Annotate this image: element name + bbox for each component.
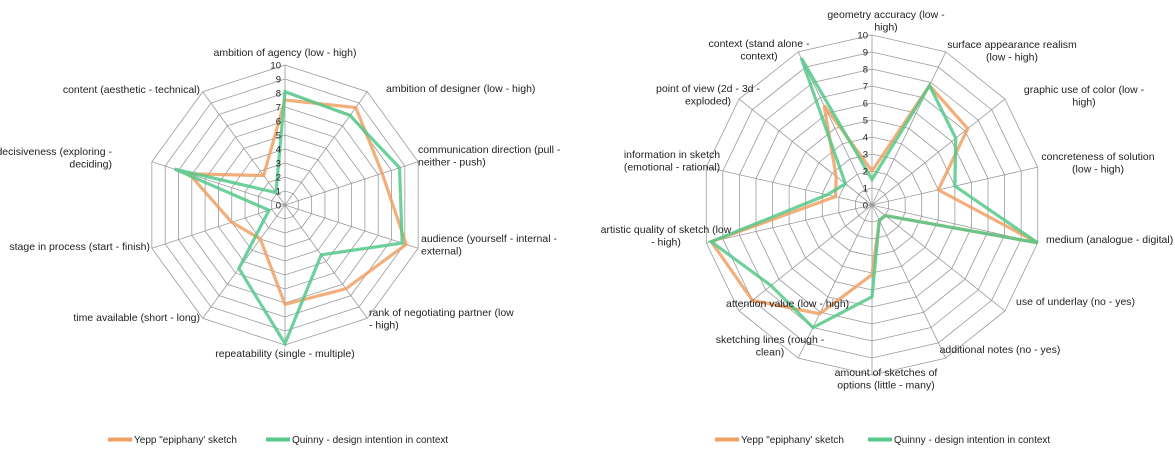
axis-spoke [706,204,873,244]
series-line-yepp [185,98,409,307]
tick-label: 3 [863,150,868,161]
axis-label: stage in process (start - finish) [9,241,150,253]
tick-label: 2 [276,173,281,184]
legend-entry: Yepp "epiphany' sketch [134,435,237,446]
axis-spoke [202,91,286,206]
axis-label: point of view (2d - 3d -exploded) [656,83,760,108]
axis-spoke [284,204,368,319]
tick-label: 1 [863,184,868,195]
tick-label: 6 [276,117,281,128]
axis-label: additional notes (no - yes) [940,344,1061,356]
legend-entry: Yepp "epiphany' sketch [741,435,844,446]
axis-label: content (aesthetic - technical) [63,84,200,96]
tick-label: 2 [863,167,868,178]
legend-entry: Quinny - design intention in context [292,435,448,446]
axis-spoke [797,204,873,359]
tick-label: 4 [863,133,868,144]
tick-label: 4 [276,145,281,156]
axis-spoke [706,166,873,206]
axis-label: audience (yourself - internal -external) [421,233,557,258]
axis-label: surface appearance realism (low - high) [947,39,1077,64]
tick-label: 3 [276,159,281,170]
axis-spoke [797,51,873,206]
axis-label: graphic use of color (low -high) [1024,84,1145,109]
tick-label: 0 [863,201,868,212]
tick-label: 10 [857,31,868,42]
axis-label: use of underlay (no - yes) [1016,296,1135,308]
axis-label: ambition of agency (low - high) [214,47,357,59]
axis-spoke [151,161,286,206]
axis-spoke [284,204,419,249]
axis-label: decisiveness (exploring -deciding) [0,146,112,171]
series-line-quinny [707,57,1039,330]
tick-label: 0 [276,201,281,212]
tick-label: 7 [276,103,281,114]
axis-label: geometry accuracy (low -high) [827,9,945,34]
tick-label: 6 [863,99,868,110]
tick-label: 8 [276,89,281,100]
axis-spoke [871,98,1006,206]
tick-label: 8 [863,65,868,76]
axis-label: concreteness of solution (low - high) [1041,151,1154,176]
legend-entry: Quinny - design intention in context [894,435,1050,446]
legend: Yepp "epiphany' sketch Quinny - design in… [715,435,1050,446]
axis-label: ambition of designer (low - high) [386,83,535,95]
radar-chart-1: 0 1 2 3 4 5 6 7 8 9 10 ambition of agency (low - hi… [0,47,561,446]
axis-label: time available (short - long) [73,312,200,324]
axis-label: repeatability (single - multiple) [215,348,354,360]
tick-label: 7 [863,82,868,93]
series-line-yepp [708,82,1039,316]
axis-label: medium (analogue - digital) [1046,234,1173,246]
axis-label: attention value (low - high) [726,298,849,310]
tick-label: 9 [863,48,868,59]
axis-spoke [738,98,873,206]
tick-label: 5 [276,131,281,142]
axis-spoke [738,204,873,312]
legend: Yepp "epiphany' sketch Quinny - design in… [108,435,448,446]
tick-label: 9 [276,75,281,86]
radar-grid [151,64,419,346]
tick-label: 5 [863,116,868,127]
tick-label: 1 [276,187,281,198]
axis-spoke [284,91,368,206]
axis-spoke [871,51,947,206]
axis-spoke [871,204,947,359]
axis-label: rank of negotiating partner (low - high) [369,307,514,332]
series-line-quinny [173,89,404,348]
axis-spoke [284,161,419,206]
axis-label: sketching lines (rough -clean) [716,334,825,359]
tick-label: 10 [270,61,281,72]
axis-label: communication direction (pull -neither -… [418,144,561,169]
axis-label: amount of sketches of options (little - m… [835,367,938,392]
axis-label: context (stand alone -context) [709,38,810,63]
axis-spoke [151,204,286,249]
axis-label: information in sketch (emotional - ration… [624,149,720,174]
axis-label: artistic quality of sketch (low - high) [601,224,732,249]
axis-spoke [871,204,1006,312]
